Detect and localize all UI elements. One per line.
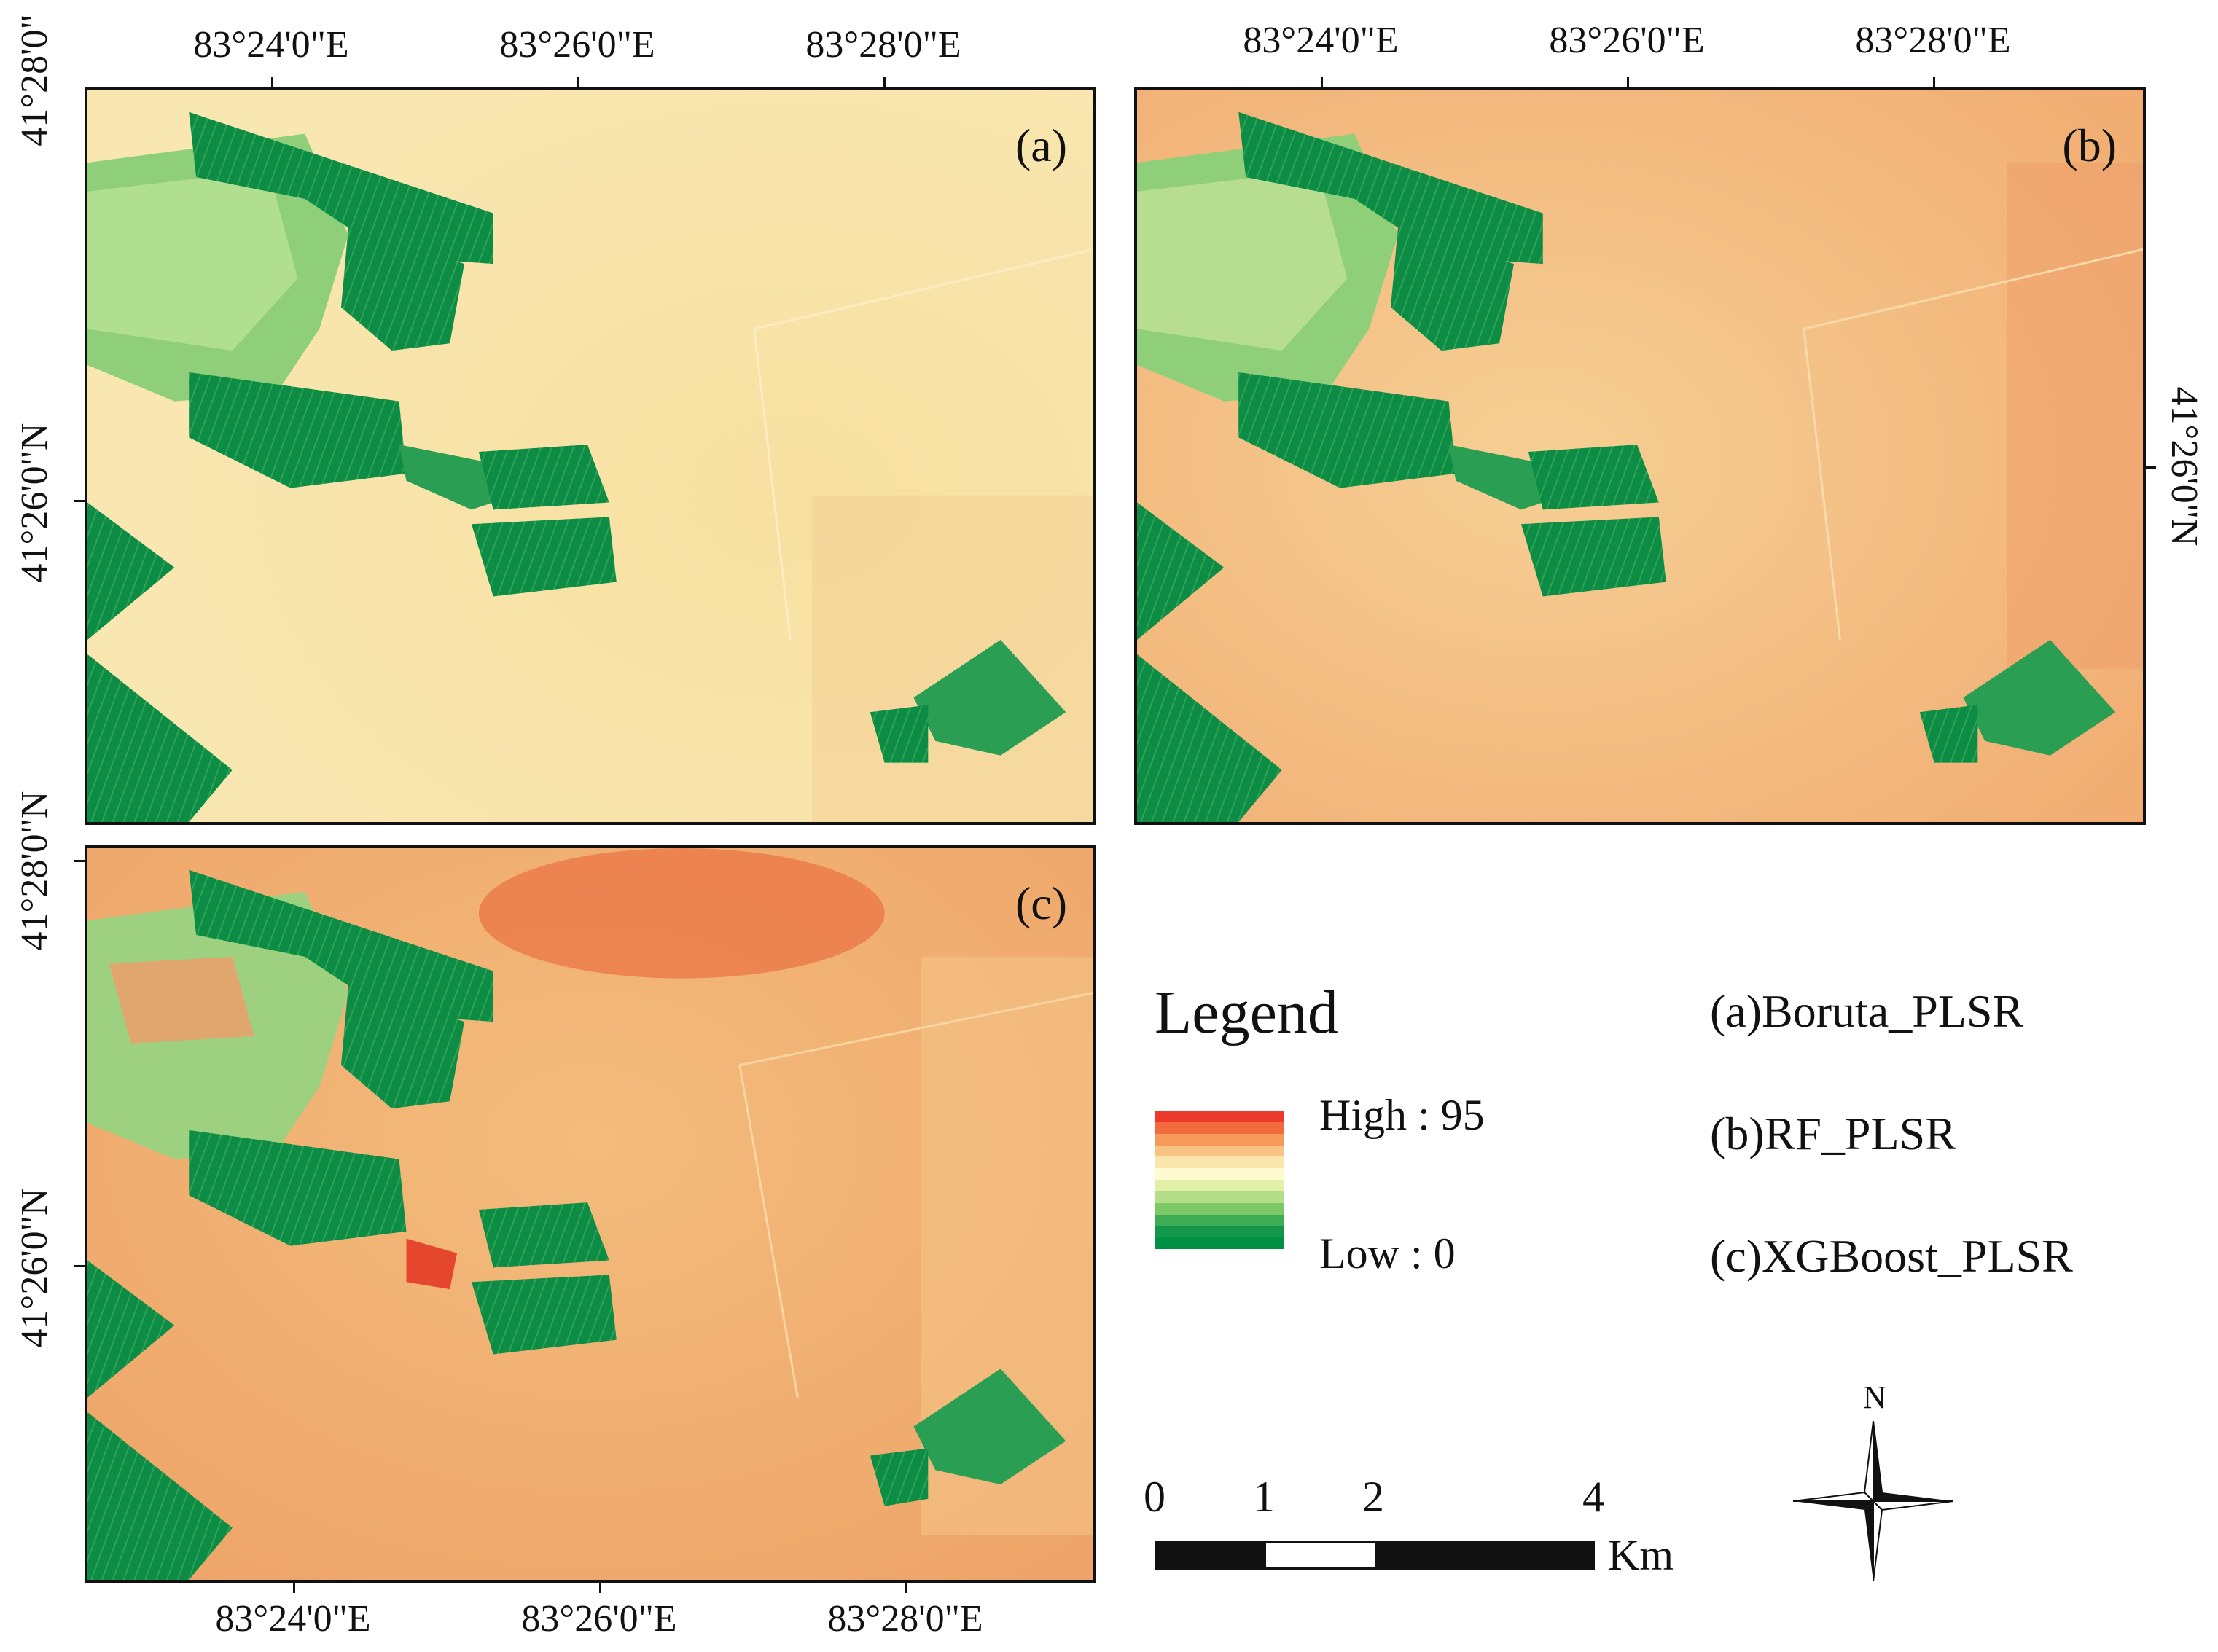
scale-tick-0: 0: [1144, 1473, 1165, 1521]
model-label-b: (b)RF_PLSR: [1710, 1108, 1956, 1159]
tick: [1933, 77, 1935, 87]
tick: [1321, 77, 1323, 87]
map-panel-a: (a): [85, 87, 1096, 825]
map-panel-b: (b): [1134, 87, 2146, 825]
tick: [1627, 77, 1629, 87]
legend-color-step: [1155, 1145, 1284, 1157]
lat-label-c-mid: 41°26'0"N: [14, 1188, 55, 1348]
tick: [74, 1265, 85, 1267]
legend-color-step: [1155, 1111, 1284, 1123]
panel-label-a: (a): [1015, 120, 1067, 171]
lon-label-a-1: 83°24'0"E: [193, 24, 349, 66]
legend-color-step: [1155, 1226, 1284, 1238]
north-label: N: [1863, 1379, 1886, 1415]
lon-label-c-1: 83°24'0"E: [215, 1598, 371, 1640]
tick: [293, 1583, 295, 1593]
panel-label-c: (c): [1015, 877, 1067, 929]
scale-tick-4: 4: [1582, 1473, 1604, 1521]
legend-high-label: High : 95: [1319, 1091, 1485, 1139]
scale-segment: [1157, 1543, 1266, 1567]
legend-color-step: [1155, 1214, 1284, 1226]
lat-label-a-top: 41°28'0": [14, 14, 55, 146]
tick: [599, 1583, 601, 1593]
scale-segment: [1266, 1543, 1375, 1567]
lon-label-c-2: 83°26'0"E: [521, 1598, 677, 1640]
lon-label-b-3: 83°28'0"E: [1855, 20, 2011, 61]
scale-segment: [1375, 1543, 1593, 1567]
model-label-c: (c)XGBoost_PLSR: [1710, 1230, 2073, 1282]
lat-label-b-mid: 41°26'0"N: [2163, 386, 2205, 547]
scale-bar: [1155, 1541, 1595, 1570]
map-raster-c: [87, 848, 1093, 1580]
lat-label-a-mid: 41°26'0"N: [14, 423, 55, 583]
lon-label-b-2: 83°26'0"E: [1549, 20, 1705, 61]
legend-color-ramp: [1155, 1111, 1284, 1250]
legend-title: Legend: [1155, 979, 1338, 1046]
lon-label-a-3: 83°28'0"E: [805, 24, 961, 66]
map-panel-c: (c): [85, 845, 1096, 1583]
north-arrow-icon: [1793, 1421, 1953, 1581]
tick: [883, 77, 886, 87]
tick: [577, 77, 579, 87]
legend-color-step: [1155, 1237, 1284, 1250]
map-raster-a: [87, 90, 1093, 822]
legend-color-step: [1155, 1191, 1284, 1204]
legend-color-step: [1155, 1202, 1284, 1215]
legend-color-step: [1155, 1156, 1284, 1169]
tick: [74, 860, 85, 862]
legend-color-step: [1155, 1180, 1284, 1192]
tick: [74, 500, 85, 502]
legend-color-step: [1155, 1121, 1284, 1135]
scale-tick-1: 1: [1253, 1473, 1275, 1521]
legend-color-step: [1155, 1168, 1284, 1181]
map-raster-b: [1137, 90, 2143, 822]
tick: [271, 77, 273, 87]
scale-tick-2: 2: [1362, 1473, 1384, 1521]
legend-low-label: Low : 0: [1319, 1229, 1456, 1277]
model-label-a: (a)Boruta_PLSR: [1710, 985, 2024, 1037]
scale-unit: Km: [1608, 1531, 1674, 1579]
lon-label-c-3: 83°28'0"E: [827, 1598, 983, 1640]
lon-label-b-1: 83°24'0"E: [1243, 20, 1399, 61]
tick: [2146, 466, 2156, 469]
legend-color-step: [1155, 1133, 1284, 1146]
lon-label-a-2: 83°26'0"E: [499, 24, 655, 66]
panel-label-b: (b): [2062, 120, 2117, 171]
lat-label-c-top: 41°28'0"N: [14, 791, 55, 951]
tick: [905, 1583, 907, 1593]
